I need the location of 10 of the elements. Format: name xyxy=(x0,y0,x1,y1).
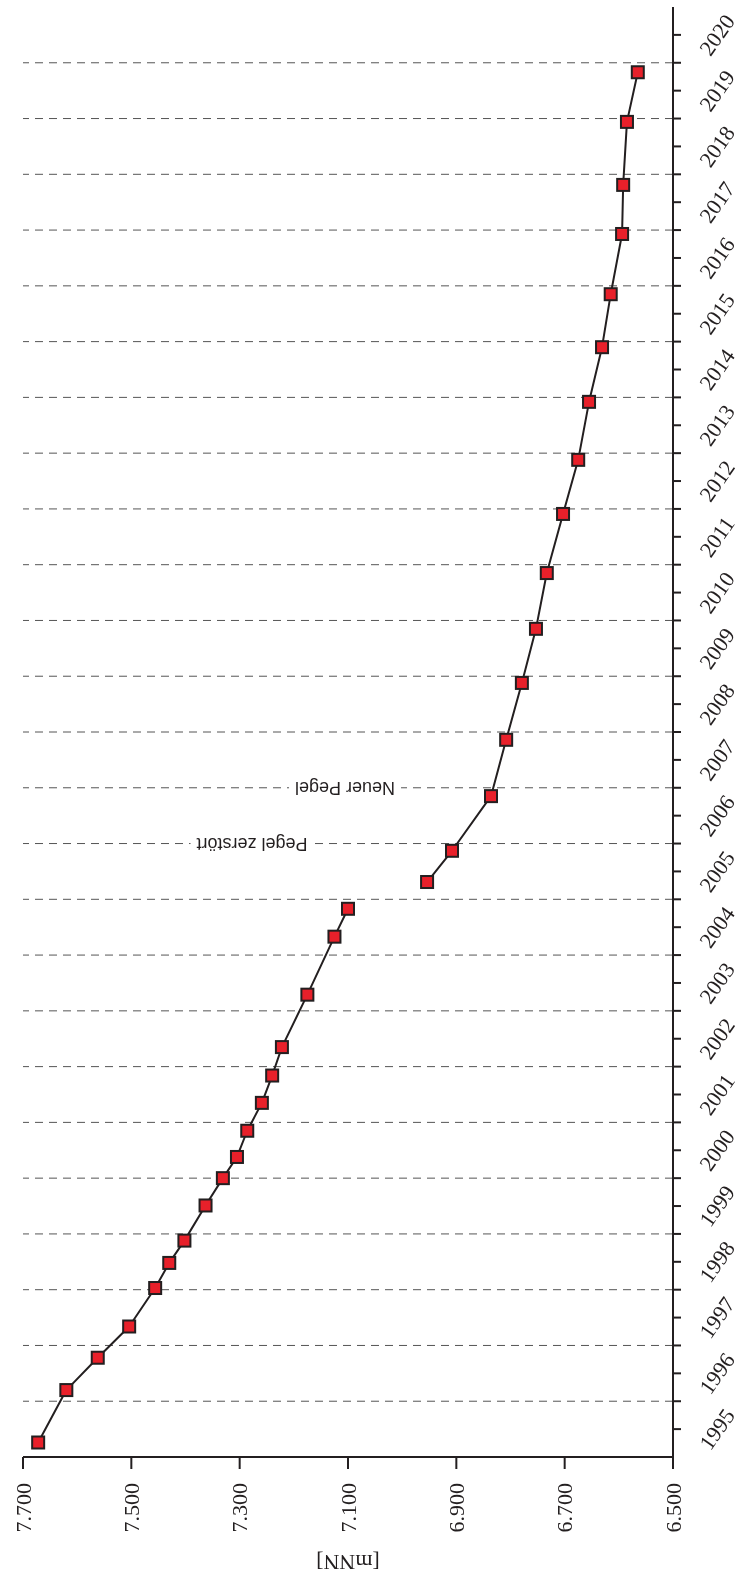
x-tick-label: 7.500 xyxy=(118,1483,144,1533)
x-tick-label: 7.300 xyxy=(227,1483,253,1533)
x-tick-label: 7.100 xyxy=(335,1483,361,1533)
annotation: Neuer Pegel xyxy=(288,774,402,800)
annotation: Pegel zerstört xyxy=(190,830,314,856)
x-tick-label: 7.700 xyxy=(10,1483,36,1533)
x-tick-label: 6.500 xyxy=(660,1483,686,1533)
x-tick-label: 6.900 xyxy=(443,1483,469,1533)
x-tick-label: 6.700 xyxy=(552,1483,578,1533)
x-axis-title: [mNN] xyxy=(316,1549,380,1575)
